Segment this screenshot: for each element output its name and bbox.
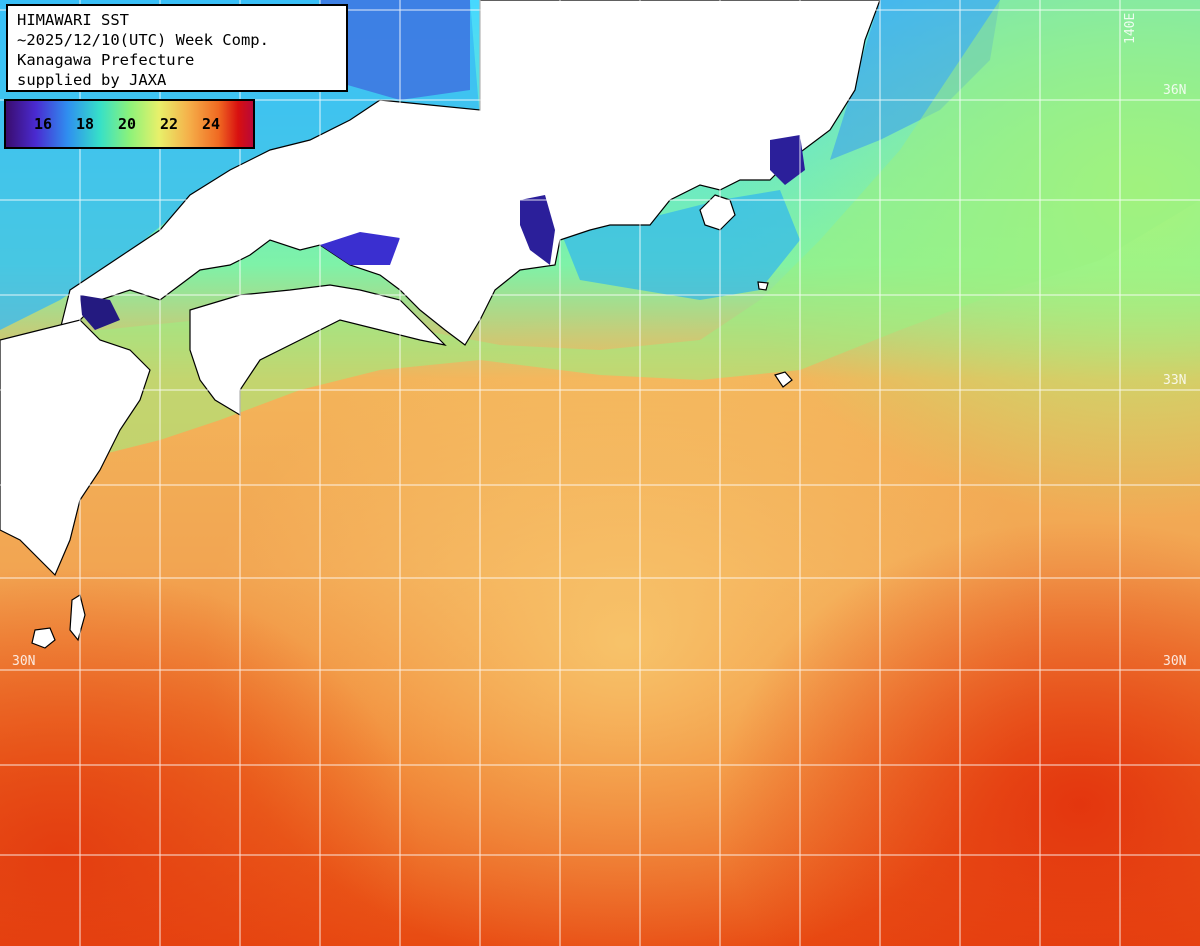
tanegashima-island (69, 594, 86, 642)
title-line-product: HIMAWARI SST (17, 11, 129, 29)
lat-label-36n: 36N (1163, 83, 1187, 98)
hachijojima-island (774, 371, 793, 388)
lon-label-140e: 140E (1123, 12, 1138, 44)
miyakejima-island (757, 281, 769, 291)
legend-colorbar (6, 101, 253, 147)
yakushima-island (31, 627, 56, 649)
title-line-source: supplied by JAXA (17, 71, 167, 89)
lat-label-30n-right: 30N (1163, 654, 1187, 669)
legend-ticks: 16 18 20 22 24 (34, 115, 244, 133)
legend-tick-22: 22 (160, 115, 179, 133)
title-line-region: Kanagawa Prefecture (17, 51, 195, 69)
lon-label-136e: 136E (483, 12, 498, 44)
cold-water-bay (560, 190, 800, 300)
cold-water-japan-sea (320, 0, 470, 100)
ariake-sea (80, 295, 120, 330)
lat-label-33n: 33N (1163, 373, 1187, 388)
transition-water-band (0, 0, 1200, 470)
ise-bay (520, 195, 555, 265)
legend-tick-20: 20 (118, 115, 137, 133)
land-masses (0, 0, 881, 649)
legend-tick-16: 16 (34, 115, 53, 133)
kyushu-island (0, 319, 151, 577)
color-legend: 16 18 20 22 24 (4, 99, 255, 149)
title-box: HIMAWARI SST ~2025/12/10(UTC) Week Comp.… (6, 4, 348, 92)
lat-label-30n-left: 30N (12, 654, 36, 669)
title-line-date: ~2025/12/10(UTC) Week Comp. (17, 31, 269, 49)
tokyo-bay (770, 135, 805, 185)
inland-sea-osaka-bay (320, 232, 400, 265)
shikoku-island (189, 284, 447, 417)
cold-water-northeast (830, 0, 1000, 160)
legend-tick-24: 24 (202, 115, 221, 133)
legend-tick-18: 18 (76, 115, 95, 133)
